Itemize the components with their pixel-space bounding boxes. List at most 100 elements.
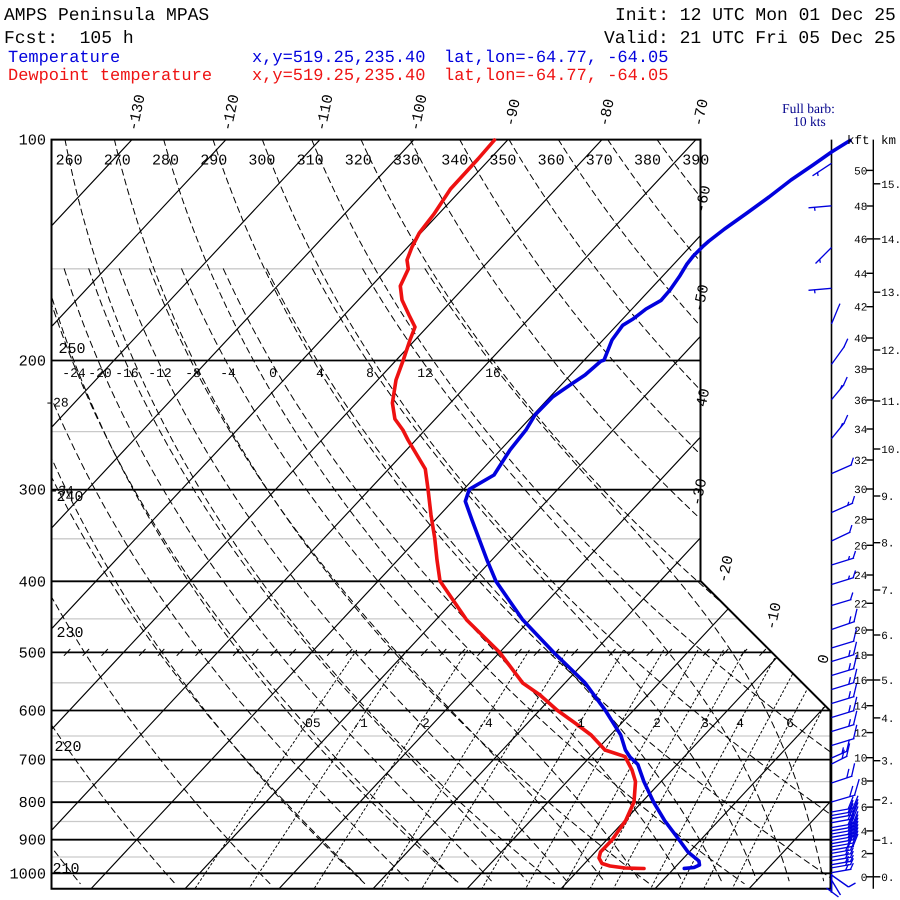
svg-text:-30: -30 — [688, 477, 711, 508]
svg-text:-16: -16 — [115, 366, 138, 381]
svg-text:-8: -8 — [185, 366, 201, 381]
svg-text:-4: -4 — [220, 366, 236, 381]
svg-text:30: 30 — [854, 485, 867, 497]
svg-text:0.: 0. — [881, 873, 894, 885]
svg-text:400: 400 — [19, 573, 46, 591]
svg-text:44: 44 — [854, 269, 868, 281]
svg-text:-20: -20 — [88, 366, 111, 381]
svg-text:6: 6 — [786, 716, 794, 731]
svg-text:4: 4 — [861, 827, 868, 839]
svg-text:2: 2 — [653, 716, 661, 731]
svg-text:100: 100 — [19, 132, 46, 150]
svg-text:320: 320 — [345, 153, 372, 170]
svg-text:4: 4 — [316, 366, 324, 381]
svg-text:16: 16 — [854, 676, 867, 688]
svg-text:32: 32 — [854, 456, 867, 468]
svg-text:370: 370 — [586, 153, 613, 170]
svg-text:12.: 12. — [881, 346, 900, 358]
svg-text:50: 50 — [854, 166, 867, 178]
svg-text:250: 250 — [58, 341, 85, 358]
svg-text:330: 330 — [393, 153, 420, 170]
svg-text:15.: 15. — [881, 180, 900, 192]
svg-text:.1: .1 — [352, 716, 368, 731]
svg-text:-50: -50 — [690, 283, 713, 314]
svg-text:5.: 5. — [881, 676, 894, 688]
svg-text:46: 46 — [854, 235, 867, 247]
svg-text:-28: -28 — [45, 396, 68, 411]
svg-text:Valid: 21 UTC Fri 05 Dec 25: Valid: 21 UTC Fri 05 Dec 25 — [604, 29, 896, 49]
svg-text:8: 8 — [366, 366, 374, 381]
svg-text:7.: 7. — [881, 586, 894, 598]
svg-text:-24: -24 — [62, 366, 86, 381]
svg-text:-60: -60 — [692, 184, 715, 215]
svg-text:9.: 9. — [881, 492, 894, 504]
svg-text:16: 16 — [485, 366, 501, 381]
svg-text:Temperature: Temperature — [8, 49, 120, 68]
svg-text:300: 300 — [248, 153, 275, 170]
svg-text:12: 12 — [417, 366, 433, 381]
svg-text:220: 220 — [54, 739, 81, 756]
svg-text:8.: 8. — [881, 539, 894, 551]
svg-text:4.: 4. — [881, 714, 894, 726]
svg-text:.2: .2 — [414, 716, 430, 731]
svg-text:48: 48 — [854, 202, 867, 214]
svg-text:390: 390 — [682, 153, 709, 170]
svg-text:34: 34 — [854, 425, 868, 437]
svg-text:12: 12 — [854, 729, 867, 741]
svg-text:kft: kft — [847, 134, 870, 148]
svg-text:-80: -80 — [595, 97, 618, 128]
svg-text:280: 280 — [152, 153, 179, 170]
svg-text:-70: -70 — [689, 97, 712, 128]
svg-text:11.: 11. — [881, 397, 900, 409]
svg-text:300: 300 — [19, 482, 46, 500]
svg-text:14: 14 — [854, 702, 868, 714]
svg-text:18: 18 — [854, 651, 867, 663]
svg-text:-12: -12 — [148, 366, 171, 381]
svg-text:3.: 3. — [881, 757, 894, 769]
svg-text:24: 24 — [854, 571, 868, 583]
svg-text:4: 4 — [736, 716, 744, 731]
svg-text:Full barb:: Full barb: — [782, 101, 835, 116]
svg-text:270: 270 — [104, 153, 131, 170]
svg-text:6: 6 — [861, 803, 868, 815]
svg-text:22: 22 — [854, 599, 867, 611]
svg-text:Fcst: 105 h: Fcst: 105 h — [4, 29, 134, 49]
svg-text:x,y=519.25,235.40: x,y=519.25,235.40 — [252, 67, 425, 86]
svg-text:600: 600 — [19, 703, 46, 721]
svg-text:290: 290 — [200, 153, 227, 170]
svg-text:Dewpoint temperature: Dewpoint temperature — [8, 67, 212, 86]
svg-text:AMPS Peninsula MPAS: AMPS Peninsula MPAS — [4, 6, 209, 26]
svg-text:14.: 14. — [881, 235, 900, 247]
svg-text:1: 1 — [577, 716, 585, 731]
svg-text:350: 350 — [489, 153, 516, 170]
svg-text:500: 500 — [19, 644, 46, 662]
svg-text:310: 310 — [297, 153, 324, 170]
svg-text:10: 10 — [854, 754, 867, 766]
svg-text:x,y=519.25,235.40: x,y=519.25,235.40 — [252, 49, 425, 68]
svg-text:lat,lon=-64.77, -64.05: lat,lon=-64.77, -64.05 — [444, 67, 668, 86]
svg-text:200: 200 — [19, 353, 46, 371]
svg-text:380: 380 — [634, 153, 661, 170]
svg-text:km: km — [881, 134, 896, 148]
svg-text:-20: -20 — [714, 554, 737, 585]
svg-text:700: 700 — [19, 752, 46, 770]
svg-text:13.: 13. — [881, 288, 900, 300]
svg-text:lat,lon=-64.77, -64.05: lat,lon=-64.77, -64.05 — [444, 49, 668, 68]
svg-text:-34: -34 — [50, 484, 74, 499]
svg-text:210: 210 — [52, 861, 79, 878]
svg-text:40: 40 — [854, 334, 867, 346]
svg-text:.4: .4 — [477, 716, 493, 731]
svg-text:26: 26 — [854, 541, 867, 553]
svg-text:0: 0 — [814, 653, 834, 666]
svg-text:1.: 1. — [881, 836, 894, 848]
svg-text:.05: .05 — [297, 716, 320, 731]
svg-text:Init: 12 UTC Mon 01 Dec 25: Init: 12 UTC Mon 01 Dec 25 — [615, 6, 896, 26]
svg-text:-10: -10 — [762, 601, 785, 632]
svg-text:6.: 6. — [881, 631, 894, 643]
svg-text:20: 20 — [854, 626, 867, 638]
svg-text:360: 360 — [538, 153, 565, 170]
svg-text:3: 3 — [701, 716, 709, 731]
svg-text:340: 340 — [441, 153, 468, 170]
svg-text:240: 240 — [56, 489, 83, 506]
svg-text:260: 260 — [56, 153, 83, 170]
